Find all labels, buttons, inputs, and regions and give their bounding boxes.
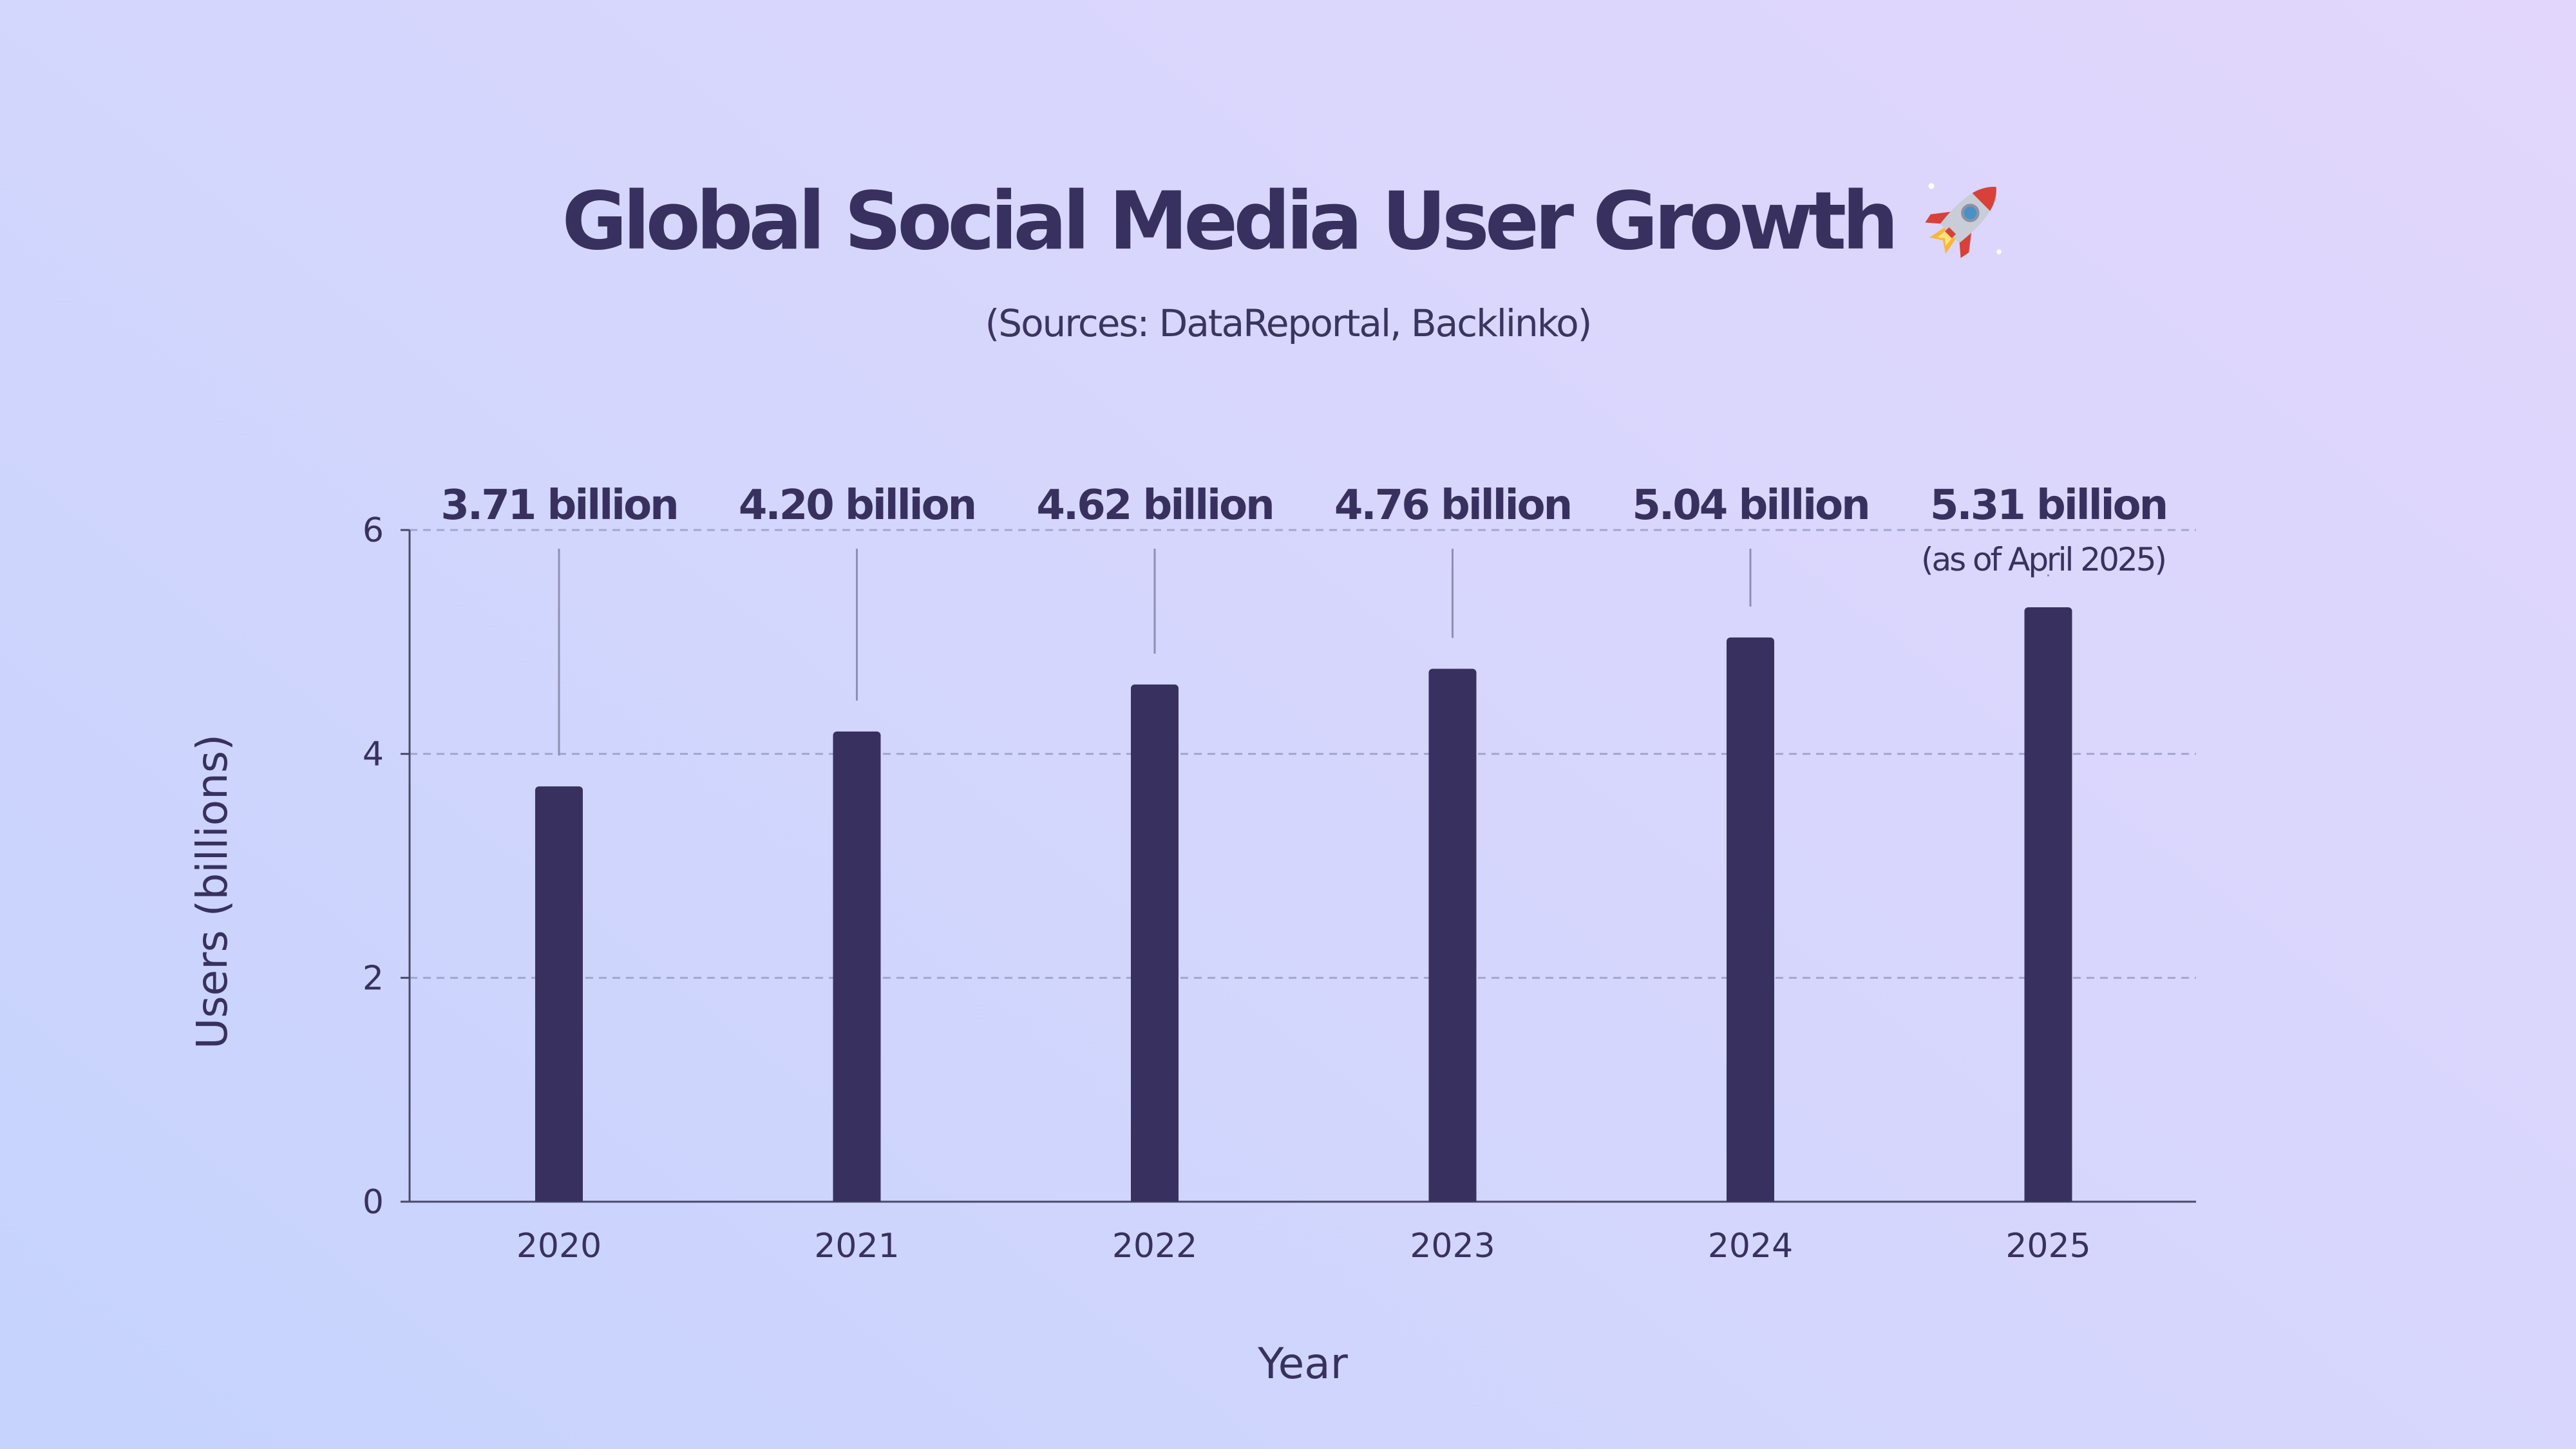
annotation-2025: (as of April 2025) [1921, 541, 2165, 578]
data-label-2021: 4.20 billion [739, 482, 975, 529]
y-tick-label: 6 [363, 511, 384, 550]
bar-base-2023 [1428, 1189, 1477, 1202]
bar-base-2021 [833, 1189, 881, 1202]
data-label-2023: 4.76 billion [1334, 482, 1571, 529]
data-label-2022: 4.62 billion [1036, 482, 1273, 529]
data-label-2020: 3.71 billion [440, 482, 677, 529]
bar-2021 [833, 731, 881, 1202]
chart-title: Global Social Media User Growth [0, 169, 2576, 268]
x-tick-label: 2024 [1708, 1227, 1793, 1265]
x-tick-label: 2022 [1112, 1227, 1197, 1265]
x-tick-label: 2023 [1410, 1227, 1495, 1265]
bar-base-2020 [535, 1189, 583, 1202]
y-axis-title: Users (billions) [187, 734, 237, 1049]
x-tick-label: 2020 [516, 1227, 601, 1265]
bar-base-2024 [1727, 1189, 1774, 1202]
y-tick-label: 2 [363, 959, 384, 998]
bar-base-2025 [2024, 1189, 2072, 1202]
bar-2022 [1131, 684, 1179, 1202]
data-label-2025: 5.31 billion [1930, 482, 2166, 529]
bar-2025 [2024, 607, 2072, 1202]
y-tick-label: 4 [363, 735, 384, 774]
bar-base-2022 [1131, 1189, 1179, 1202]
bar-2023 [1428, 668, 1477, 1202]
y-tick-label: 0 [363, 1183, 384, 1222]
data-label-2024: 5.04 billion [1632, 482, 1868, 529]
x-tick-label: 2021 [814, 1227, 899, 1265]
chart-subtitle: (Sources: DataReportal, Backlinko) [985, 301, 1593, 345]
chart-title-text: Global Social Media User Growth [562, 175, 1899, 268]
rocket-icon [1925, 183, 2002, 258]
bar-2024 [1727, 637, 1774, 1202]
bar-2020 [535, 786, 583, 1202]
x-axis-title: Year [1257, 1339, 1349, 1388]
x-tick-label: 2025 [2005, 1227, 2090, 1265]
